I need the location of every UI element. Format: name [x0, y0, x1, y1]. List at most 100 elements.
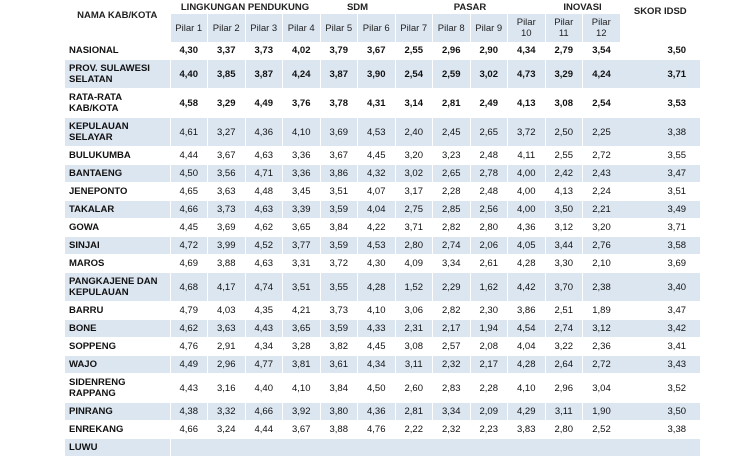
cell-value: 3,45 [282, 182, 320, 201]
cell-value: 2,17 [469, 355, 508, 374]
cell-value: 3,37 [207, 42, 245, 60]
cell-value: 2,17 [432, 319, 470, 338]
cell-value: 4,00 [507, 164, 545, 183]
cell-value: 3,17 [394, 182, 433, 201]
cell-value: 3,16 [207, 373, 245, 403]
cell-value: 3,81 [282, 355, 320, 374]
cell-value: 3,12 [582, 319, 621, 338]
cell-value: 3,27 [207, 117, 245, 147]
table-row: SOPPENG 4,76 2,91 4,34 3,28 3,82 4,45 3,08 2,57 2… [65, 337, 701, 356]
score-value: 3,71 [620, 59, 701, 89]
row-name: BARRU [65, 301, 170, 320]
cell-value: 2,59 [432, 59, 470, 89]
cell-value: 3,59 [319, 319, 358, 338]
cell-value: 3,28 [282, 337, 320, 356]
row-name: KEPULAUAN SELAYAR [65, 117, 170, 147]
cell-value: 2,60 [394, 373, 433, 403]
cell-value: 4,76 [169, 337, 208, 356]
score-value: 3,47 [620, 164, 701, 183]
cell-value: 4,66 [169, 200, 208, 219]
cell-value: 3,87 [319, 59, 358, 89]
cell-value: 4,73 [507, 59, 545, 89]
cell-value: 2,61 [469, 254, 508, 273]
cell-value: 3,29 [544, 59, 583, 89]
cell-value: 2,91 [207, 337, 245, 356]
cell-value: 2,42 [544, 164, 583, 183]
table-row: PANGKAJENE DAN KEPULAUAN 4,68 4,17 4,74 3,51… [65, 272, 701, 302]
row-name: PROV. SULAWESI SELATAN [65, 59, 170, 89]
cell-value: 2,06 [469, 236, 508, 255]
cell-value: 4,65 [169, 182, 208, 201]
cell-value: 2,96 [432, 42, 470, 60]
cell-value: 3,39 [282, 200, 320, 219]
cell-value: 3,36 [282, 146, 320, 165]
cell-value: 3,55 [319, 272, 358, 302]
cell-value: 4,42 [507, 272, 545, 302]
cell-value: 3,72 [507, 117, 545, 147]
cell-value: 2,36 [582, 337, 621, 356]
cell-value: 4,53 [357, 236, 395, 255]
cell-value: 2,38 [582, 272, 621, 302]
cell-value: 4,28 [357, 272, 395, 302]
cell-value: 2,85 [432, 200, 470, 219]
cell-value: 4,61 [169, 117, 208, 147]
cell-value: 4,62 [244, 218, 283, 237]
cell-value: 2,76 [582, 236, 621, 255]
cell-value: 3,69 [207, 218, 245, 237]
cell-value: 2,51 [544, 301, 583, 320]
cell-value: 4,66 [244, 402, 283, 421]
cell-value: 3,02 [394, 164, 433, 183]
page: {"table": { "headers": { "name": "NAMA K… [65, 0, 701, 457]
cell-value: 4,50 [169, 164, 208, 183]
cell-value: 4,62 [169, 319, 208, 338]
cell-value: 4,34 [357, 355, 395, 374]
cell-value: 4,10 [282, 373, 320, 403]
cell-value: 2,48 [469, 182, 508, 201]
cell-value: 2,43 [582, 164, 621, 183]
cell-value: 3,51 [319, 182, 358, 201]
pilar-header: Pilar 1 [169, 14, 208, 42]
cell-value: 3,88 [207, 254, 245, 273]
pilar-header: Pilar 4 [282, 14, 321, 42]
cell-value: 4,45 [169, 218, 208, 237]
cell-value: 2,65 [469, 117, 508, 147]
cell-value: 3,08 [394, 337, 433, 356]
score-value: 3,53 [620, 88, 701, 118]
row-name: BULUKUMBA [65, 146, 170, 165]
cell-value: 4,63 [244, 200, 283, 219]
cell-value: 4,00 [507, 182, 545, 201]
cell-value: 4,36 [507, 218, 545, 237]
cell-value: 3,77 [282, 236, 320, 255]
cell-value: 2,28 [469, 373, 508, 403]
cell-value: 4,44 [169, 146, 208, 165]
pilar-header: Pilar 9 [469, 14, 508, 42]
cell-value: 3,67 [207, 146, 245, 165]
cell-value: 2,82 [432, 218, 470, 237]
cell-value: 3,04 [582, 373, 621, 403]
table-body: NASIONAL 4,30 3,37 3,73 4,02 3,79 3,67 2,55 2,96… [65, 42, 701, 457]
cell-value: 4,52 [244, 236, 283, 255]
cell-value: 4,21 [282, 301, 320, 320]
row-name: JENEPONTO [65, 182, 170, 201]
cell-value: 3,02 [469, 59, 508, 89]
cell-value: 2,74 [432, 236, 470, 255]
table-row: KEPULAUAN SELAYAR 4,61 3,27 4,36 4,10 3,69 4,5… [65, 117, 701, 147]
cell-value: 3,82 [319, 337, 358, 356]
table-row: LUWU [65, 438, 701, 457]
cell-value: 1,62 [469, 272, 508, 302]
cell-value: 4,33 [357, 319, 395, 338]
cell-value: 2,81 [394, 402, 433, 421]
table-row: RATA-RATA KAB/KOTA 4,58 3,29 4,49 3,76 3,78 4,… [65, 88, 701, 118]
cell-value: 3,59 [319, 236, 358, 255]
row-name: BONE [65, 319, 170, 338]
cell-value: 3,29 [207, 88, 245, 118]
cell-value: 2,72 [582, 355, 621, 374]
table-row: SIDENRENG RAPPANG 4,43 3,16 4,40 4,10 3,84 4,5… [65, 373, 701, 403]
table-header: NAMA KAB/KOTA LINGKUNGAN PENDUKUNG SDM PASA… [65, 0, 700, 42]
cell-value: 3,08 [544, 88, 583, 118]
cell-value: 2,29 [432, 272, 470, 302]
table-row: JENEPONTO 4,65 3,63 4,48 3,45 3,51 4,07 3,17 2,2… [65, 182, 701, 201]
table-row: TAKALAR 4,66 3,73 4,63 3,39 3,59 4,04 2,75 2,85 2… [65, 200, 701, 219]
cell-value: 3,99 [207, 236, 245, 255]
score-value: 3,69 [620, 254, 701, 273]
